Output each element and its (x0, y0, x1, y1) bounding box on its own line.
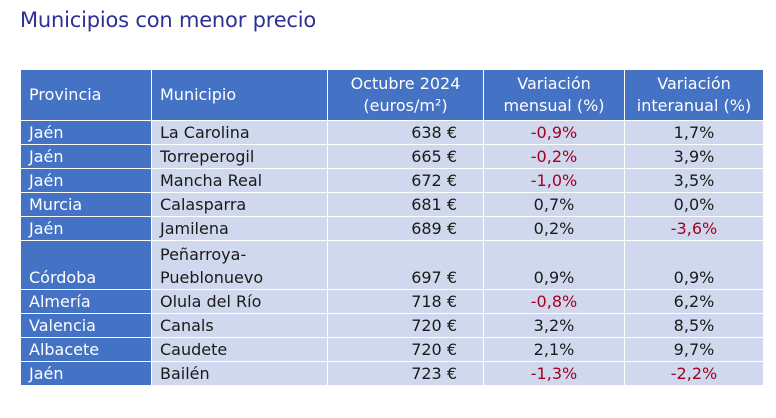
cell-provincia: Jaén (20, 168, 152, 193)
cell-provincia: Albacete (20, 337, 152, 362)
cell-interanual: -2,2% (624, 361, 764, 386)
price-table: Provincia Municipio Octubre 2024 (euros/… (20, 70, 764, 386)
cell-municipio: Peñarroya- Pueblonuevo (151, 240, 328, 290)
cell-interanual: -3,6% (624, 216, 764, 241)
cell-mensual: 2,1% (483, 337, 625, 362)
cell-municipio-line1: Peñarroya- (160, 245, 247, 264)
cell-provincia: Almería (20, 289, 152, 314)
header-provincia: Provincia (20, 70, 152, 121)
cell-provincia: Jaén (20, 361, 152, 386)
cell-precio: 638 € (327, 120, 484, 145)
table-row: Almería Olula del Río 718 € -0,8% 6,2% (20, 289, 764, 314)
table-header-row: Provincia Municipio Octubre 2024 (euros/… (20, 70, 764, 121)
header-interanual-line2: interanual (%) (636, 96, 752, 115)
cell-precio: 689 € (327, 216, 484, 241)
cell-municipio: Jamilena (151, 216, 328, 241)
cell-precio: 720 € (327, 337, 484, 362)
cell-municipio: Torreperogil (151, 144, 328, 169)
cell-mensual: -0,2% (483, 144, 625, 169)
cell-interanual: 0,9% (624, 240, 764, 290)
cell-municipio: Canals (151, 313, 328, 338)
table-row: Albacete Caudete 720 € 2,1% 9,7% (20, 337, 764, 362)
cell-interanual: 8,5% (624, 313, 764, 338)
header-precio-line2: (euros/m²) (363, 96, 448, 115)
cell-mensual: -0,9% (483, 120, 625, 145)
cell-mensual: -1,0% (483, 168, 625, 193)
cell-provincia: Murcia (20, 192, 152, 217)
cell-provincia: Jaén (20, 120, 152, 145)
cell-interanual: 1,7% (624, 120, 764, 145)
cell-interanual: 9,7% (624, 337, 764, 362)
cell-precio: 672 € (327, 168, 484, 193)
table-row: Córdoba Peñarroya- Pueblonuevo 697 € 0,9… (20, 240, 764, 290)
header-precio-line1: Octubre 2024 (350, 74, 461, 93)
cell-mensual: -0,8% (483, 289, 625, 314)
cell-municipio: Olula del Río (151, 289, 328, 314)
header-interanual-line1: Variación (657, 74, 731, 93)
cell-municipio: Caudete (151, 337, 328, 362)
header-mensual-line2: mensual (%) (503, 96, 605, 115)
cell-precio: 723 € (327, 361, 484, 386)
header-interanual: Variación interanual (%) (624, 70, 764, 121)
cell-municipio: Bailén (151, 361, 328, 386)
header-mensual-line1: Variación (517, 74, 591, 93)
cell-interanual: 6,2% (624, 289, 764, 314)
header-mensual: Variación mensual (%) (483, 70, 625, 121)
cell-mensual: 3,2% (483, 313, 625, 338)
cell-interanual: 3,9% (624, 144, 764, 169)
cell-provincia: Jaén (20, 144, 152, 169)
cell-municipio: Calasparra (151, 192, 328, 217)
cell-mensual: 0,2% (483, 216, 625, 241)
table-row: Jaén Bailén 723 € -1,3% -2,2% (20, 361, 764, 386)
table-row: Jaén Torreperogil 665 € -0,2% 3,9% (20, 144, 764, 169)
cell-precio: 697 € (327, 240, 484, 290)
cell-precio: 720 € (327, 313, 484, 338)
cell-provincia: Córdoba (20, 240, 152, 290)
cell-provincia: Valencia (20, 313, 152, 338)
cell-municipio: Mancha Real (151, 168, 328, 193)
page-title: Municipios con menor precio (20, 8, 317, 32)
table-row: Jaén Mancha Real 672 € -1,0% 3,5% (20, 168, 764, 193)
cell-provincia: Jaén (20, 216, 152, 241)
cell-mensual: 0,9% (483, 240, 625, 290)
cell-municipio-line2: Pueblonuevo (160, 268, 264, 287)
cell-mensual: -1,3% (483, 361, 625, 386)
header-municipio: Municipio (151, 70, 328, 121)
header-precio: Octubre 2024 (euros/m²) (327, 70, 484, 121)
cell-precio: 665 € (327, 144, 484, 169)
table-row: Valencia Canals 720 € 3,2% 8,5% (20, 313, 764, 338)
table-row: Jaén Jamilena 689 € 0,2% -3,6% (20, 216, 764, 241)
cell-precio: 681 € (327, 192, 484, 217)
table-row: Jaén La Carolina 638 € -0,9% 1,7% (20, 120, 764, 145)
cell-precio: 718 € (327, 289, 484, 314)
cell-mensual: 0,7% (483, 192, 625, 217)
cell-interanual: 3,5% (624, 168, 764, 193)
table-row: Murcia Calasparra 681 € 0,7% 0,0% (20, 192, 764, 217)
cell-interanual: 0,0% (624, 192, 764, 217)
cell-municipio: La Carolina (151, 120, 328, 145)
